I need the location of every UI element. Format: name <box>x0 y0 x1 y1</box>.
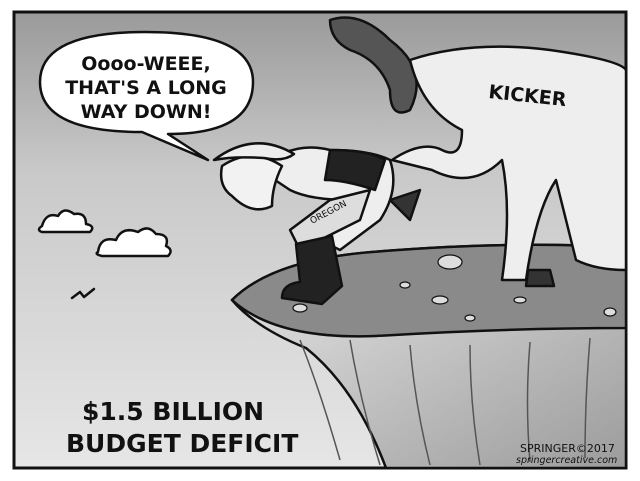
bubble-line: WAY DOWN! <box>81 101 212 123</box>
horse-hoof <box>388 188 422 222</box>
bubble-line: THAT'S A LONG <box>65 77 227 99</box>
caption-line: BUDGET DEFICIT <box>66 429 298 458</box>
figure-vest <box>323 148 387 192</box>
caption-line: $1.5 BILLION <box>82 397 264 426</box>
horse-tail <box>328 16 418 114</box>
signature: SPRINGER©2017 <box>520 442 615 455</box>
bubble-line: Oooo-WEEE, <box>81 53 210 75</box>
figure-hat <box>212 142 296 162</box>
cloud <box>95 227 172 258</box>
bird <box>70 287 96 300</box>
horse-body <box>390 45 628 282</box>
figure-boot <box>280 234 344 306</box>
speech-bubble <box>38 30 255 162</box>
horse-hoof <box>524 268 556 288</box>
cloud <box>37 209 94 234</box>
cliff-striations <box>299 337 591 466</box>
website: springercreative.com <box>516 455 617 466</box>
